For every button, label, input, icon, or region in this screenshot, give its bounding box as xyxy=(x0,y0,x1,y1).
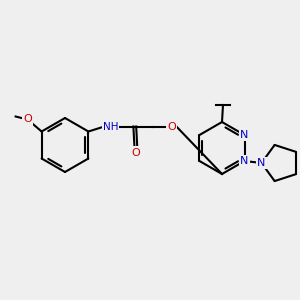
Text: NH: NH xyxy=(103,122,118,131)
Text: O: O xyxy=(23,115,32,124)
Text: O: O xyxy=(131,148,140,158)
Text: N: N xyxy=(240,130,249,140)
Text: O: O xyxy=(167,122,176,131)
Text: N: N xyxy=(240,156,249,166)
Text: N: N xyxy=(257,158,266,168)
